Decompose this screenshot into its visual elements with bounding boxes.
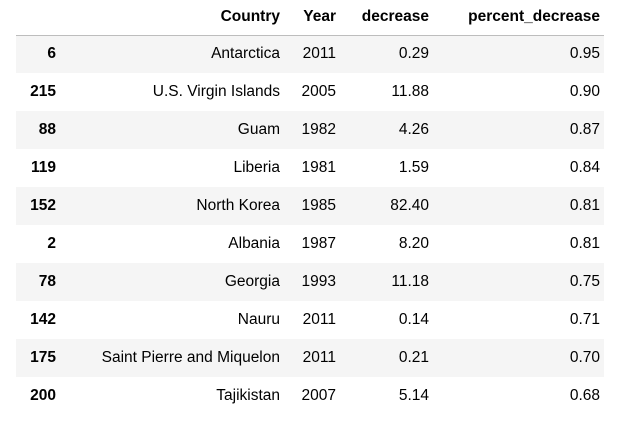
table-row: 88 Guam 1982 4.26 0.87 xyxy=(16,111,604,149)
table-row: 2 Albania 1987 8.20 0.81 xyxy=(16,225,604,263)
cell-decrease: 82.40 xyxy=(390,197,429,214)
cell-year: 2011 xyxy=(302,311,336,328)
table-row: 215 U.S. Virgin Islands 2005 11.88 0.90 xyxy=(16,73,604,111)
table-row: 6 Antarctica 2011 0.29 0.95 xyxy=(16,35,604,73)
cell-country: Albania xyxy=(228,235,280,252)
row-index: 119 xyxy=(30,159,56,176)
header-percent-decrease: percent_decrease xyxy=(431,0,604,36)
row-index: 152 xyxy=(30,197,56,214)
cell-year: 1982 xyxy=(301,121,336,138)
row-index: 142 xyxy=(30,311,56,328)
table-row: 78 Georgia 1993 11.18 0.75 xyxy=(16,263,604,301)
cell-percent-decrease: 0.68 xyxy=(569,387,600,404)
cell-year: 2011 xyxy=(302,45,336,63)
cell-year: 1993 xyxy=(301,273,336,290)
cell-percent-decrease: 0.71 xyxy=(569,311,600,328)
cell-decrease: 0.29 xyxy=(398,45,429,63)
cell-percent-decrease: 0.81 xyxy=(569,235,600,252)
cell-year: 1985 xyxy=(301,197,336,214)
cell-country: Nauru xyxy=(237,311,280,328)
row-index: 6 xyxy=(47,45,56,63)
header-country: Country xyxy=(60,0,280,36)
cell-decrease: 4.26 xyxy=(398,121,429,138)
cell-percent-decrease: 0.90 xyxy=(569,83,600,100)
table-row: 200 Tajikistan 2007 5.14 0.68 xyxy=(16,377,604,415)
cell-year: 2007 xyxy=(301,387,336,404)
cell-percent-decrease: 0.81 xyxy=(569,197,600,214)
cell-decrease: 8.20 xyxy=(398,235,429,252)
row-index: 175 xyxy=(30,349,56,366)
header-year: Year xyxy=(280,0,337,36)
cell-year: 2005 xyxy=(301,83,336,100)
header-decrease: decrease xyxy=(337,0,431,36)
cell-percent-decrease: 0.84 xyxy=(569,159,600,176)
cell-decrease: 0.14 xyxy=(398,311,429,328)
cell-country: North Korea xyxy=(196,197,280,214)
cell-decrease: 5.14 xyxy=(398,387,429,404)
row-index: 215 xyxy=(30,83,56,100)
cell-country: U.S. Virgin Islands xyxy=(152,83,280,100)
cell-decrease: 11.18 xyxy=(391,273,429,290)
table-row: 152 North Korea 1985 82.40 0.81 xyxy=(16,187,604,225)
cell-year: 2011 xyxy=(302,349,336,366)
cell-percent-decrease: 0.75 xyxy=(569,273,600,290)
cell-year: 1981 xyxy=(301,159,336,176)
cell-percent-decrease: 0.70 xyxy=(569,349,600,366)
cell-percent-decrease: 0.95 xyxy=(569,45,600,63)
header-index xyxy=(16,0,60,36)
cell-country: Saint Pierre and Miquelon xyxy=(101,349,280,366)
table-row: 119 Liberia 1981 1.59 0.84 xyxy=(16,149,604,187)
cell-decrease: 11.88 xyxy=(391,83,429,100)
dataframe-table: Country Year decrease percent_decrease 6… xyxy=(16,0,604,415)
table-header: Country Year decrease percent_decrease xyxy=(16,0,604,36)
table-body: 6 Antarctica 2011 0.29 0.95 215 U.S. Vir… xyxy=(16,35,604,415)
header-row: Country Year decrease percent_decrease xyxy=(16,0,604,36)
cell-country: Liberia xyxy=(233,159,280,176)
cell-country: Georgia xyxy=(224,273,280,290)
cell-year: 1987 xyxy=(301,235,336,252)
cell-country: Guam xyxy=(237,121,280,138)
table-row: 175 Saint Pierre and Miquelon 2011 0.21 … xyxy=(16,339,604,377)
row-index: 200 xyxy=(30,387,56,404)
row-index: 88 xyxy=(38,121,56,138)
cell-decrease: 0.21 xyxy=(398,349,429,366)
row-index: 78 xyxy=(38,273,56,290)
cell-country: Tajikistan xyxy=(216,387,280,404)
row-index: 2 xyxy=(47,235,56,252)
cell-decrease: 1.59 xyxy=(398,159,429,176)
cell-percent-decrease: 0.87 xyxy=(569,121,600,138)
table-row: 142 Nauru 2011 0.14 0.71 xyxy=(16,301,604,339)
cell-country: Antarctica xyxy=(211,45,280,63)
